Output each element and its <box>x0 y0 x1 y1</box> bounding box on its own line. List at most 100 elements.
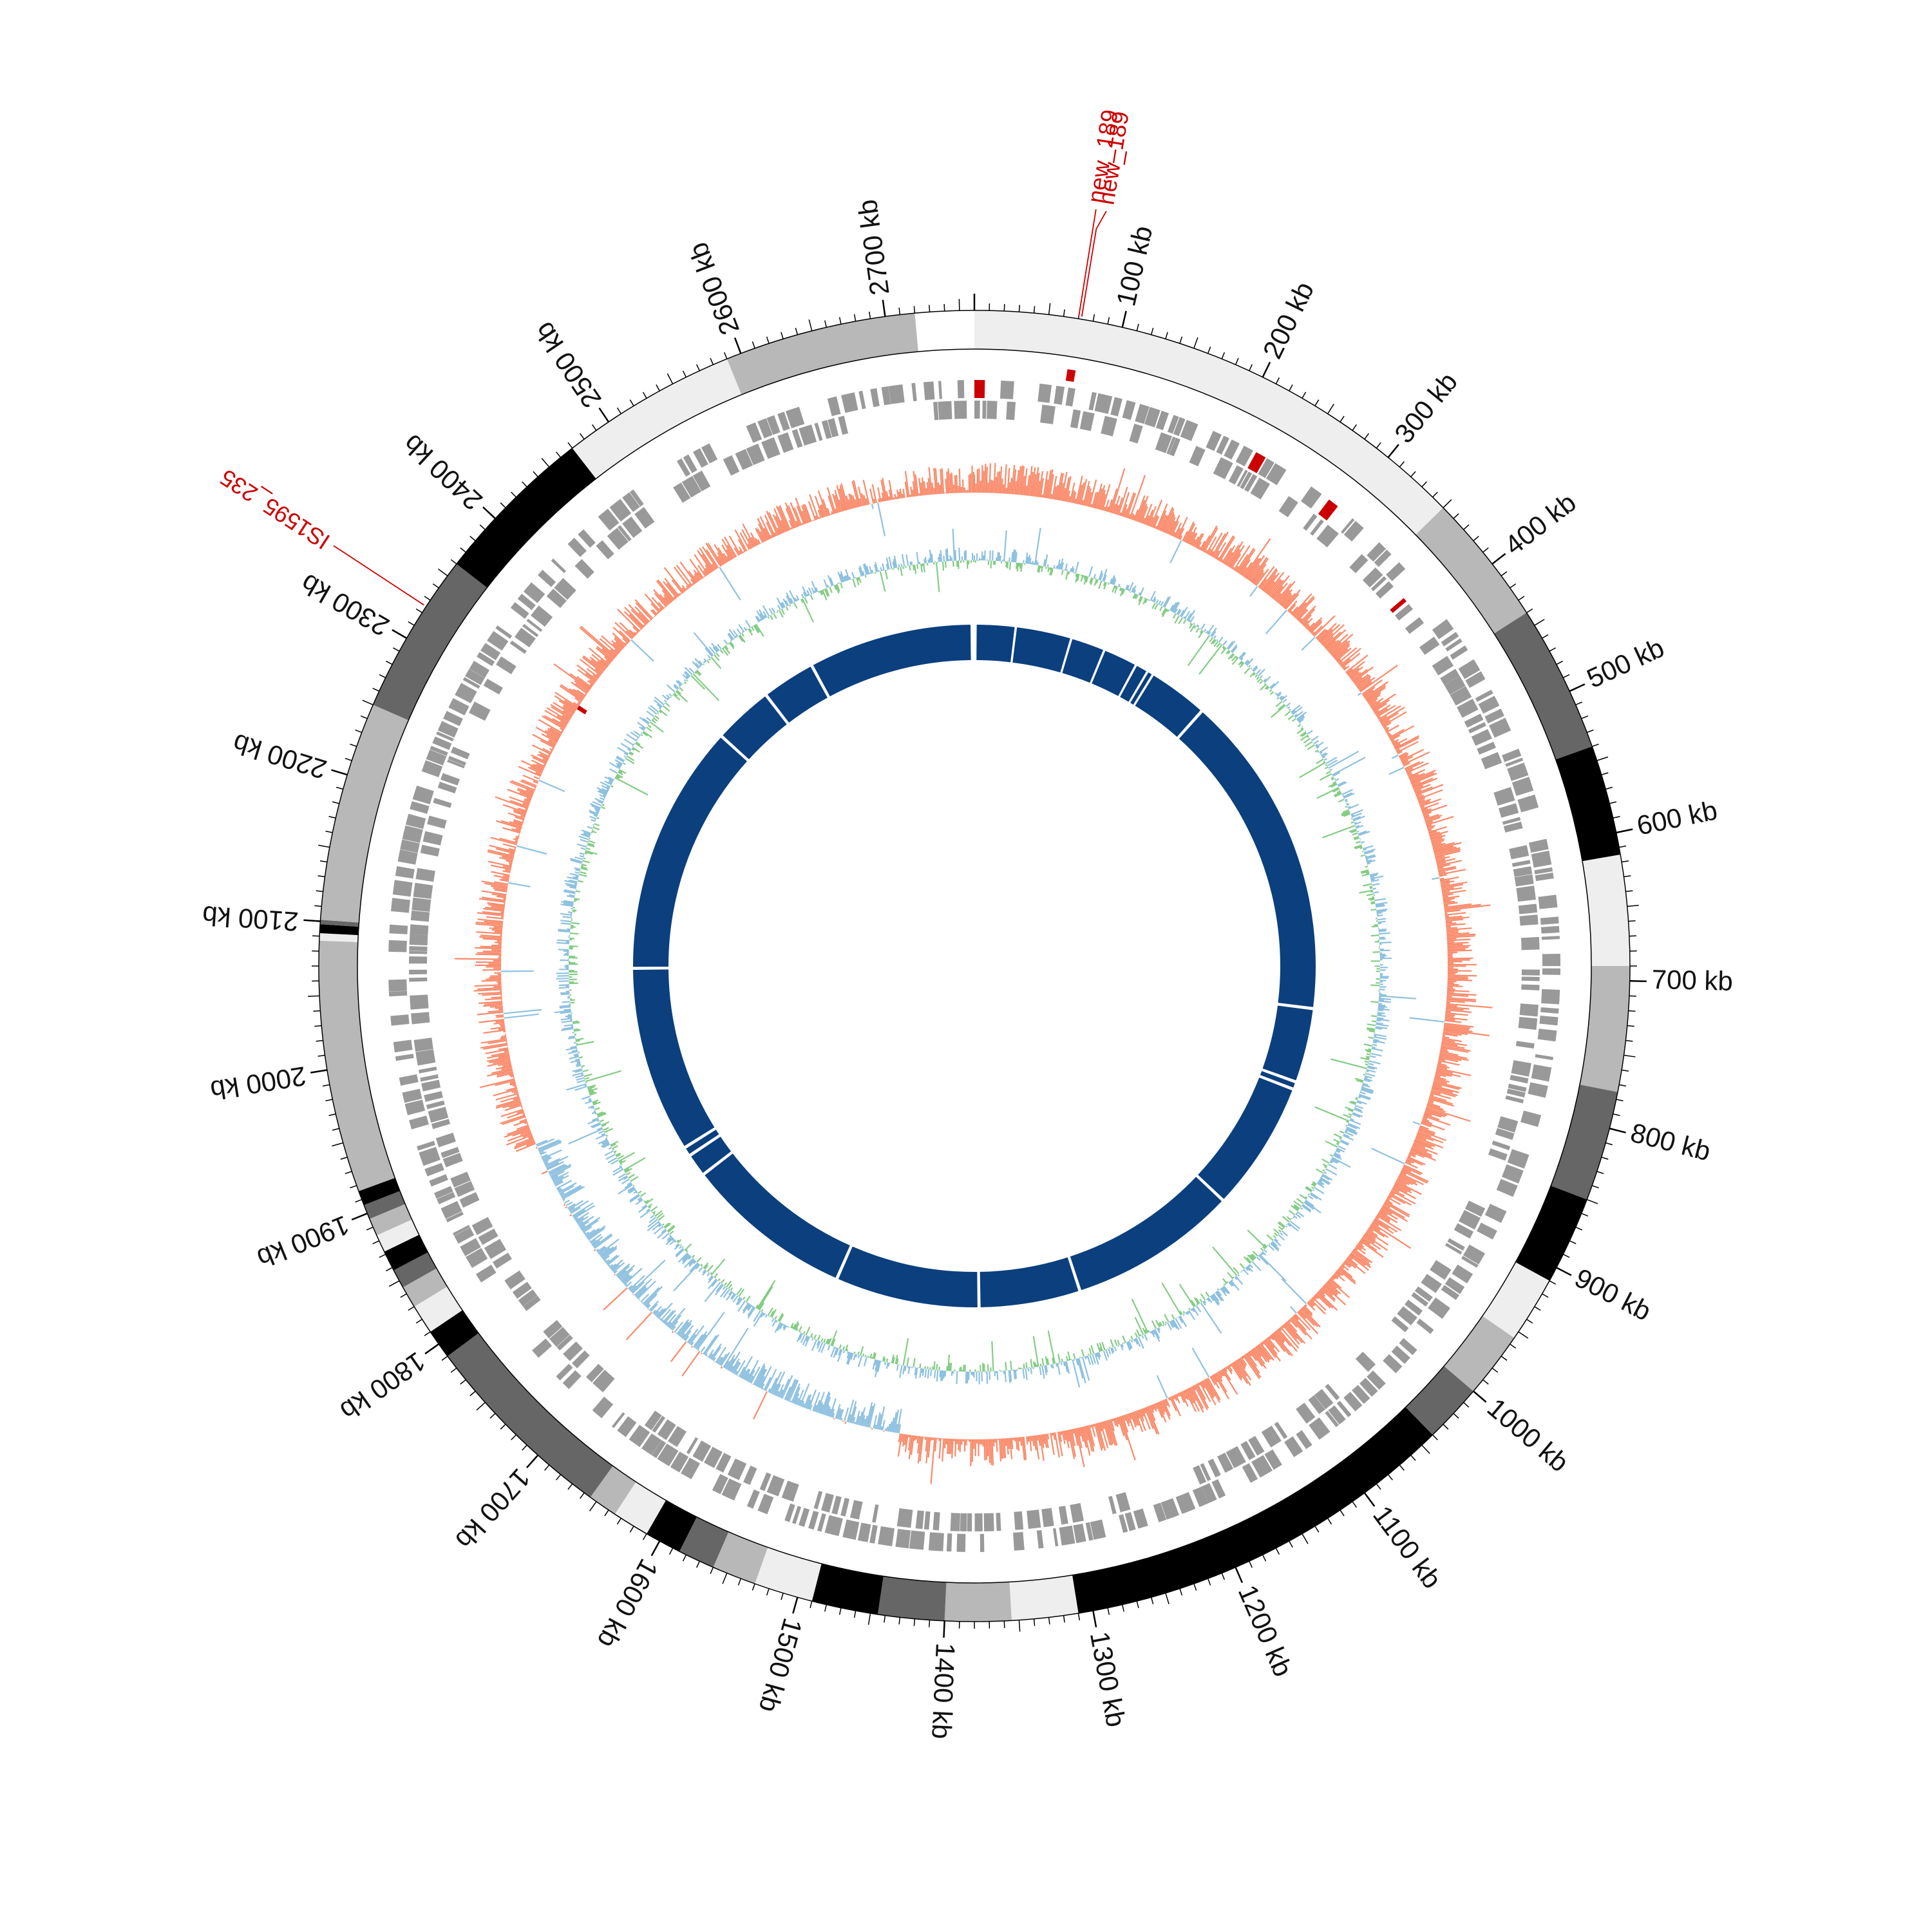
gene-block <box>1445 638 1463 652</box>
tick-mark <box>710 357 714 365</box>
tick-mark <box>500 1424 506 1430</box>
gene-block <box>1505 757 1524 767</box>
gene-block <box>1509 845 1530 860</box>
tick-mark <box>1314 1526 1320 1533</box>
tick-mark <box>1327 403 1334 414</box>
tick-mark <box>1605 786 1613 790</box>
gene-block <box>446 1211 464 1223</box>
gene-block <box>562 1370 582 1389</box>
gene-block <box>1216 435 1230 455</box>
gene-block <box>563 1341 583 1361</box>
tick-mark <box>1518 596 1525 601</box>
tick-mark <box>1327 1518 1332 1525</box>
tick-label: 2000 kb <box>209 1061 308 1106</box>
gene-block <box>715 1452 732 1473</box>
gene-block <box>1268 1425 1282 1443</box>
gene-block <box>592 1396 614 1419</box>
tick-mark <box>1432 491 1438 498</box>
tick-mark <box>424 1331 431 1336</box>
tick-mark <box>476 1402 486 1411</box>
gene-block <box>1059 1525 1075 1546</box>
tick-mark <box>1453 513 1459 519</box>
gene-block <box>1441 1285 1459 1300</box>
tick-mark <box>1077 1613 1081 1621</box>
gene-block <box>821 1493 834 1513</box>
gene-block <box>1235 446 1253 467</box>
gene-block <box>933 1511 940 1531</box>
tick-mark <box>350 1185 357 1189</box>
gene-block <box>1169 437 1180 457</box>
gene-block <box>1052 1528 1059 1547</box>
gene-block <box>670 1452 689 1473</box>
gene-block <box>532 1338 553 1358</box>
gene-block <box>956 1533 966 1552</box>
gene-block <box>495 625 513 639</box>
gene-block <box>667 1426 687 1447</box>
gene-block <box>641 1433 662 1455</box>
gene-block <box>487 630 509 651</box>
gene-block <box>996 1513 1001 1531</box>
gene-block <box>412 785 434 804</box>
tick-mark <box>650 1540 661 1557</box>
gene-block <box>409 951 428 954</box>
tick-mark <box>1193 1583 1197 1591</box>
tick-label: 1800 kb <box>335 1346 431 1426</box>
gene-block <box>759 1472 772 1492</box>
gene-block <box>1124 1511 1136 1531</box>
gene-block <box>1541 936 1560 940</box>
tick-mark <box>541 457 550 468</box>
tick-mark <box>526 1454 539 1468</box>
gene-block <box>429 1174 448 1187</box>
gene-block <box>409 969 428 975</box>
gene-block <box>817 1513 826 1532</box>
gene-block <box>526 618 543 632</box>
ideogram-ring <box>318 310 1631 1622</box>
gene-block <box>1070 409 1081 429</box>
gene-block <box>476 1264 497 1283</box>
tick-label: 1400 kb <box>926 1642 961 1739</box>
gene-block <box>987 401 998 419</box>
tick-mark <box>393 647 400 652</box>
gene-block <box>1468 722 1486 734</box>
tick-mark <box>1399 461 1405 468</box>
tick-mark <box>766 336 770 344</box>
ideogram-segment <box>1515 1186 1587 1281</box>
gene-block <box>1521 984 1540 990</box>
gene-block <box>777 432 794 453</box>
gene-block <box>1122 400 1136 421</box>
tick-mark <box>1249 364 1253 372</box>
gene-block <box>388 990 408 997</box>
gene-block <box>1391 1345 1410 1364</box>
gene-block <box>1507 1149 1530 1169</box>
gene-block <box>1452 1264 1473 1283</box>
tick-mark <box>1482 547 1489 553</box>
tick-mark <box>1376 442 1381 449</box>
tick-mark <box>734 337 742 354</box>
gene-block <box>1367 1370 1386 1390</box>
tick-mark <box>1410 471 1416 477</box>
gene-block <box>1133 1508 1148 1529</box>
gene-block <box>543 1320 563 1339</box>
tick-mark <box>1262 1554 1267 1562</box>
gene-block <box>1421 1274 1442 1293</box>
gene-block <box>824 1515 843 1537</box>
ideogram-segment <box>1582 855 1630 966</box>
ideogram-segment <box>1580 966 1630 1092</box>
ideogram-segment <box>1555 746 1621 862</box>
gene-block <box>634 507 655 529</box>
gene-block <box>1359 1378 1378 1397</box>
gene-block <box>1278 496 1298 518</box>
tick-mark <box>1526 1318 1533 1324</box>
tick-mark <box>355 1198 363 1203</box>
inner-block <box>723 696 787 759</box>
gene-block <box>723 455 740 476</box>
gene-block <box>1444 1242 1463 1255</box>
gene-block <box>1502 817 1521 825</box>
tick-mark <box>460 547 466 553</box>
gene-block <box>1244 474 1258 492</box>
gene-block <box>448 698 469 715</box>
tick-mark <box>898 1617 901 1625</box>
gene-block <box>1274 1421 1288 1439</box>
gene-block <box>1414 1286 1433 1302</box>
gene-block <box>777 412 790 431</box>
